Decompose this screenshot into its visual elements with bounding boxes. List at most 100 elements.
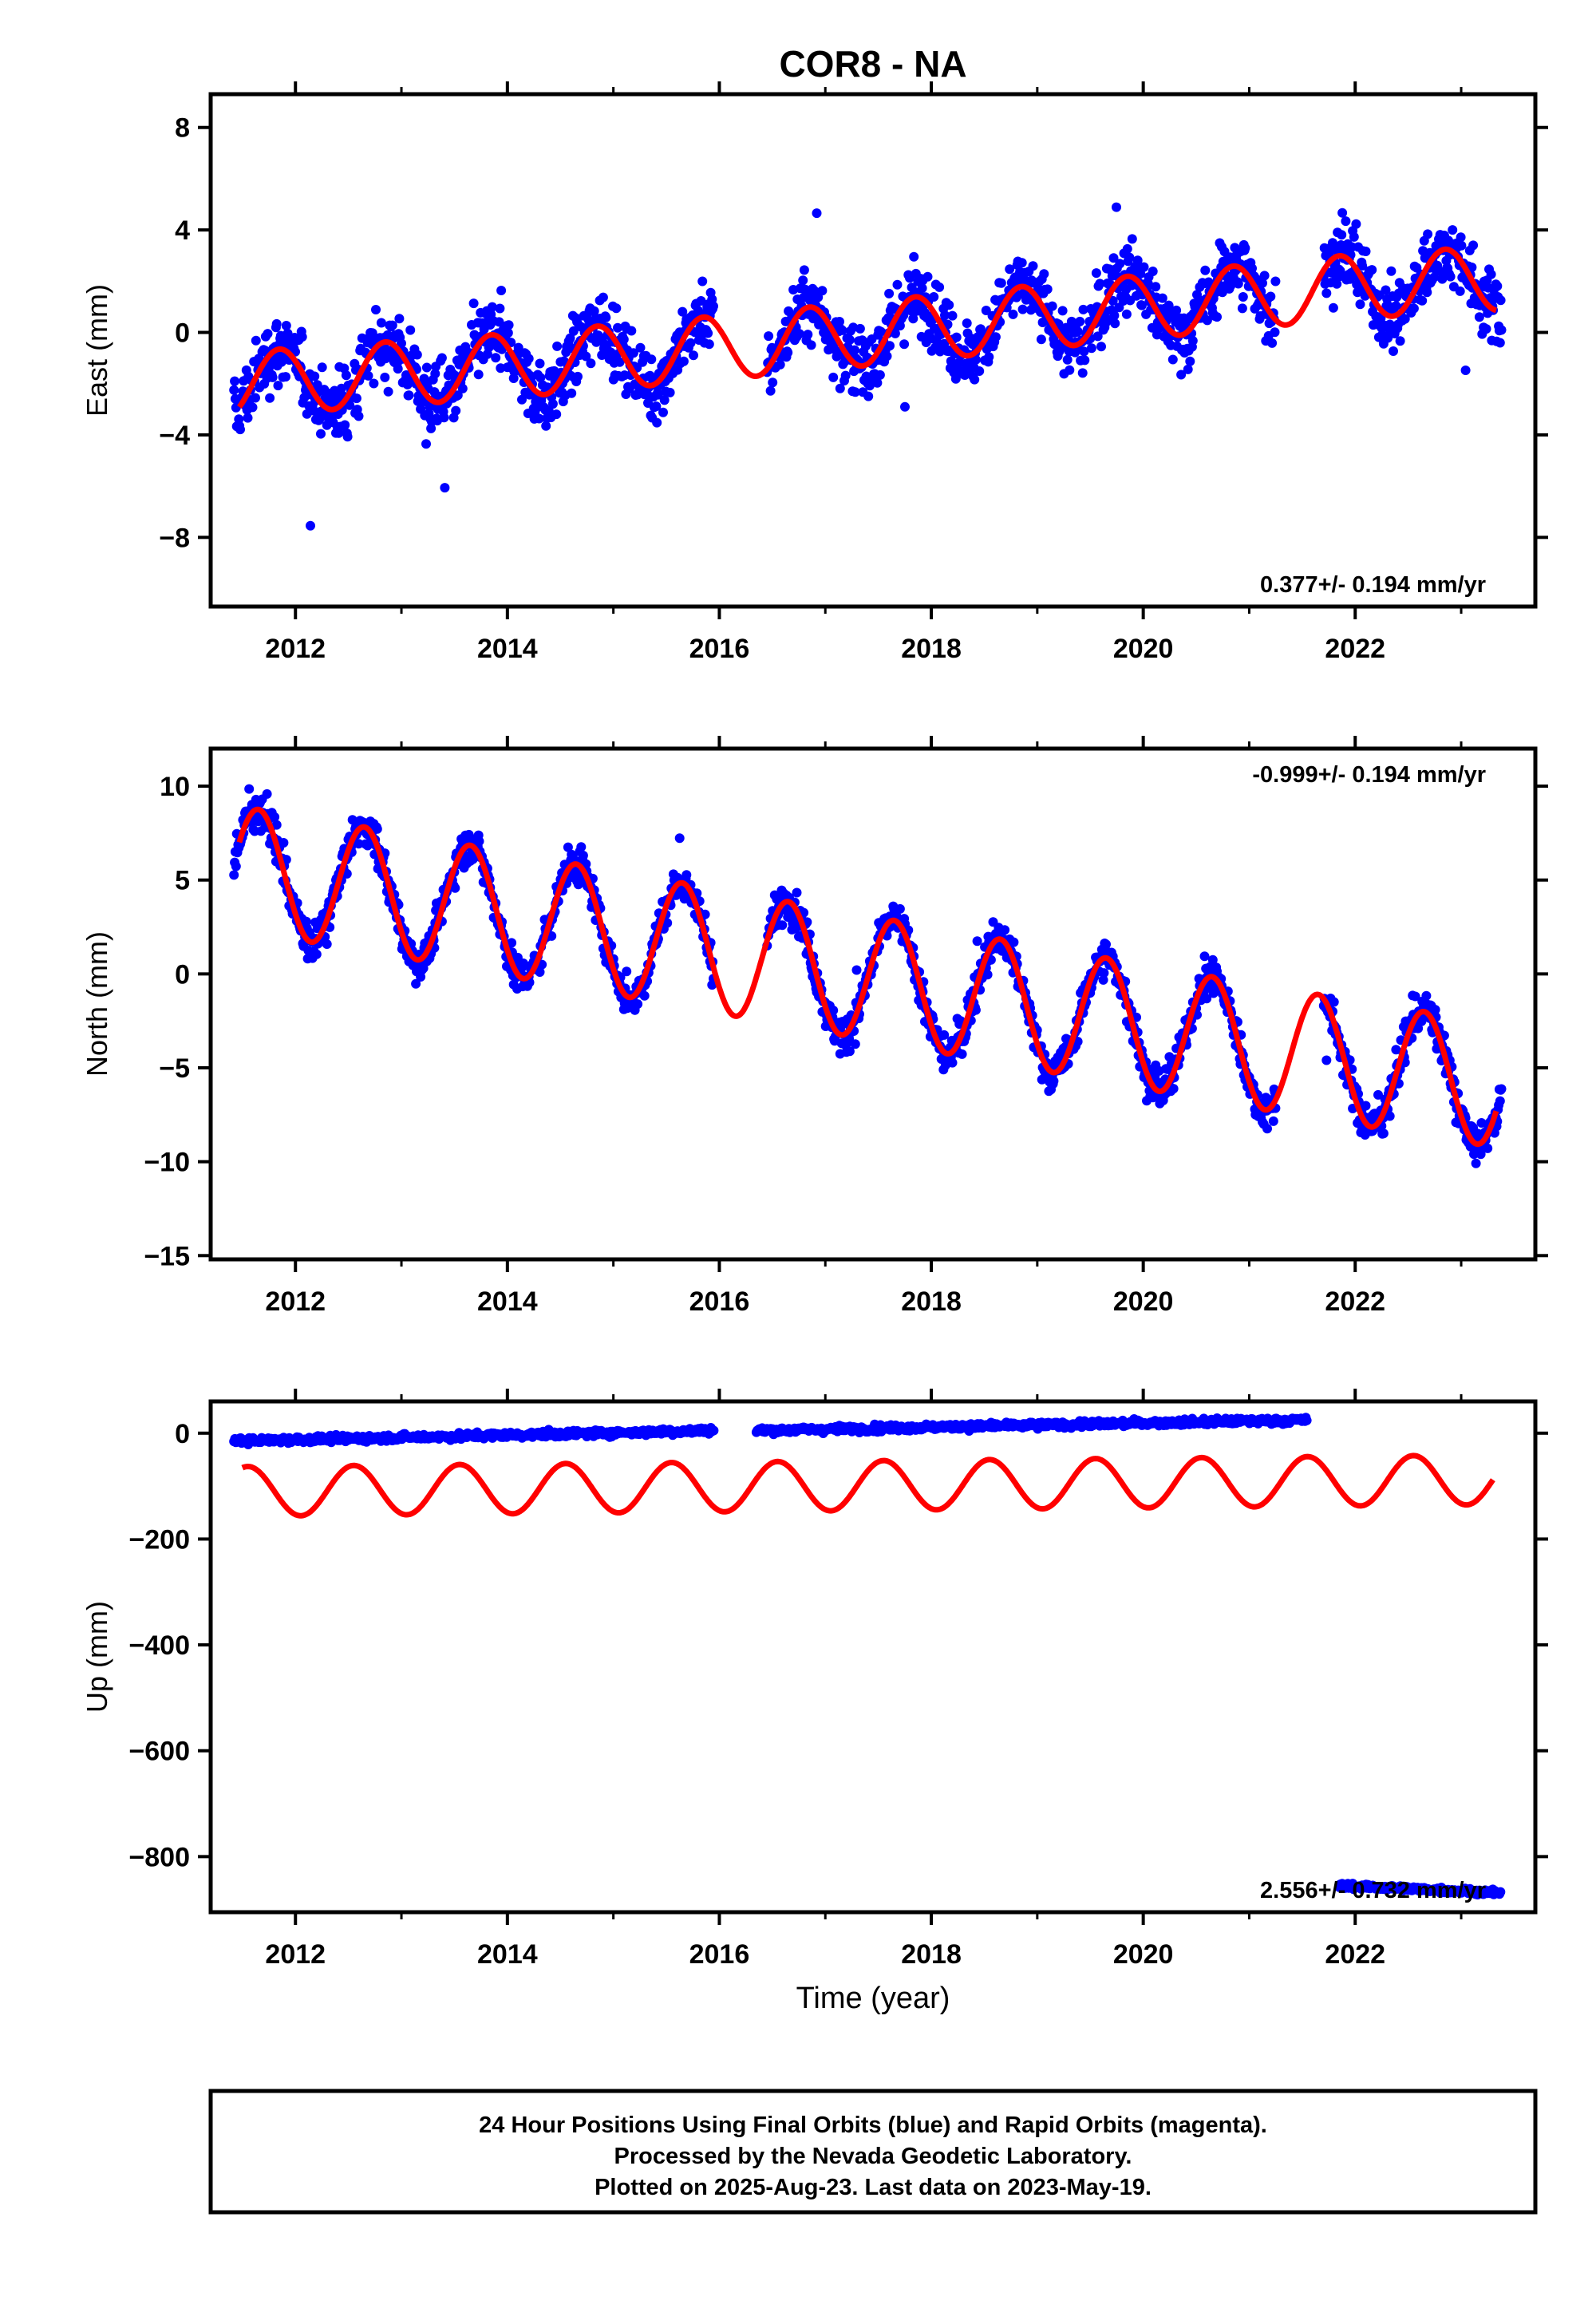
- data-point: [1361, 1101, 1371, 1111]
- data-point: [534, 413, 544, 424]
- data-point: [909, 251, 919, 262]
- data-point: [803, 330, 813, 340]
- data-point: [950, 373, 961, 384]
- x-tick-label: 2020: [1113, 1939, 1174, 1970]
- data-point: [940, 310, 950, 320]
- data-point: [658, 407, 668, 417]
- data-point: [451, 405, 461, 416]
- data-point: [345, 400, 355, 410]
- data-point: [1062, 354, 1073, 365]
- data-point: [1496, 325, 1507, 335]
- y-tick-label: 5: [175, 866, 190, 896]
- plot-frame: [208, 1399, 1538, 1915]
- data-point: [421, 439, 431, 449]
- data-point: [1233, 279, 1243, 289]
- data-point: [1321, 1055, 1332, 1065]
- data-point: [450, 883, 460, 893]
- data-point: [844, 334, 855, 345]
- data-point: [1421, 990, 1432, 1001]
- data-point: [1047, 301, 1057, 311]
- model-fit-line: [240, 1452, 1495, 1519]
- y-tick-label: −8: [159, 523, 190, 553]
- data-point: [996, 278, 1006, 288]
- data-point: [491, 353, 501, 363]
- data-point: [281, 321, 291, 330]
- data-point: [394, 314, 405, 324]
- data-point: [1266, 291, 1276, 302]
- data-point: [1121, 309, 1132, 319]
- data-point: [863, 391, 874, 401]
- data-point: [678, 356, 689, 366]
- x-tick-label: 2012: [265, 1939, 326, 1970]
- data-point: [939, 1030, 950, 1040]
- y-tick-label: 10: [160, 772, 190, 802]
- data-point: [1091, 268, 1101, 279]
- data-point: [1408, 303, 1419, 314]
- footer-border: [208, 2089, 1538, 2215]
- data-point: [697, 276, 708, 287]
- x-tick-label: 2012: [265, 1286, 326, 1317]
- y-tick-label: −4: [159, 421, 190, 451]
- data-point: [273, 381, 283, 391]
- plot-frame: [208, 746, 1538, 1262]
- data-point: [1386, 266, 1396, 276]
- data-point: [835, 317, 844, 326]
- data-point: [884, 288, 895, 298]
- data-point: [1187, 336, 1198, 346]
- data-point: [576, 842, 587, 852]
- data-point: [563, 842, 573, 852]
- y-tick-label: −600: [128, 1737, 190, 1767]
- data-point: [601, 312, 611, 322]
- data-point: [1124, 252, 1135, 263]
- data-point: [1483, 1143, 1493, 1153]
- data-point: [573, 371, 583, 381]
- data-point: [844, 1046, 855, 1057]
- data-point: [1329, 997, 1339, 1007]
- data-point: [1495, 1887, 1506, 1897]
- data-point: [340, 420, 350, 430]
- data-point: [1385, 1111, 1395, 1121]
- data-point: [589, 306, 599, 316]
- data-point: [541, 421, 551, 431]
- data-point: [487, 302, 497, 312]
- data-point: [1075, 316, 1085, 326]
- data-point: [387, 320, 397, 330]
- data-point: [613, 322, 622, 333]
- data-point: [551, 409, 562, 420]
- data-point: [851, 965, 862, 975]
- data-point: [1395, 336, 1405, 346]
- data-point: [652, 417, 662, 428]
- data-point: [1077, 368, 1088, 378]
- footer-line-2: Processed by the Nevada Geodetic Laborat…: [614, 2144, 1132, 2169]
- footer-box: 24 Hour Positions Using Final Orbits (bl…: [208, 2089, 1538, 2215]
- data-point: [1247, 263, 1257, 274]
- data-point: [635, 342, 646, 353]
- data-point: [1456, 240, 1467, 251]
- x-tick-label: 2012: [265, 634, 326, 664]
- data-point: [523, 354, 534, 364]
- data-point: [639, 990, 650, 1001]
- y-tick-label: 8: [175, 113, 190, 144]
- data-point: [496, 286, 507, 295]
- data-point: [1000, 925, 1010, 935]
- data-point: [1148, 267, 1158, 276]
- data-point: [1328, 238, 1337, 248]
- y-tick-label: 0: [175, 959, 190, 990]
- data-point: [1267, 338, 1278, 348]
- data-point: [495, 303, 505, 314]
- data-point: [1400, 314, 1410, 324]
- data-point: [354, 411, 364, 421]
- data-point: [1008, 309, 1018, 319]
- model-fit-line: [236, 806, 1499, 1148]
- data-point: [709, 1425, 719, 1436]
- data-point: [1202, 994, 1212, 1004]
- data-point: [777, 920, 788, 931]
- data-point: [1095, 279, 1105, 289]
- data-point: [306, 520, 315, 531]
- data-point: [709, 301, 718, 311]
- y-axis-label: North (mm): [81, 931, 113, 1077]
- data-point: [1202, 315, 1212, 326]
- data-point: [892, 279, 903, 290]
- data-point: [783, 347, 793, 358]
- data-point: [547, 399, 558, 409]
